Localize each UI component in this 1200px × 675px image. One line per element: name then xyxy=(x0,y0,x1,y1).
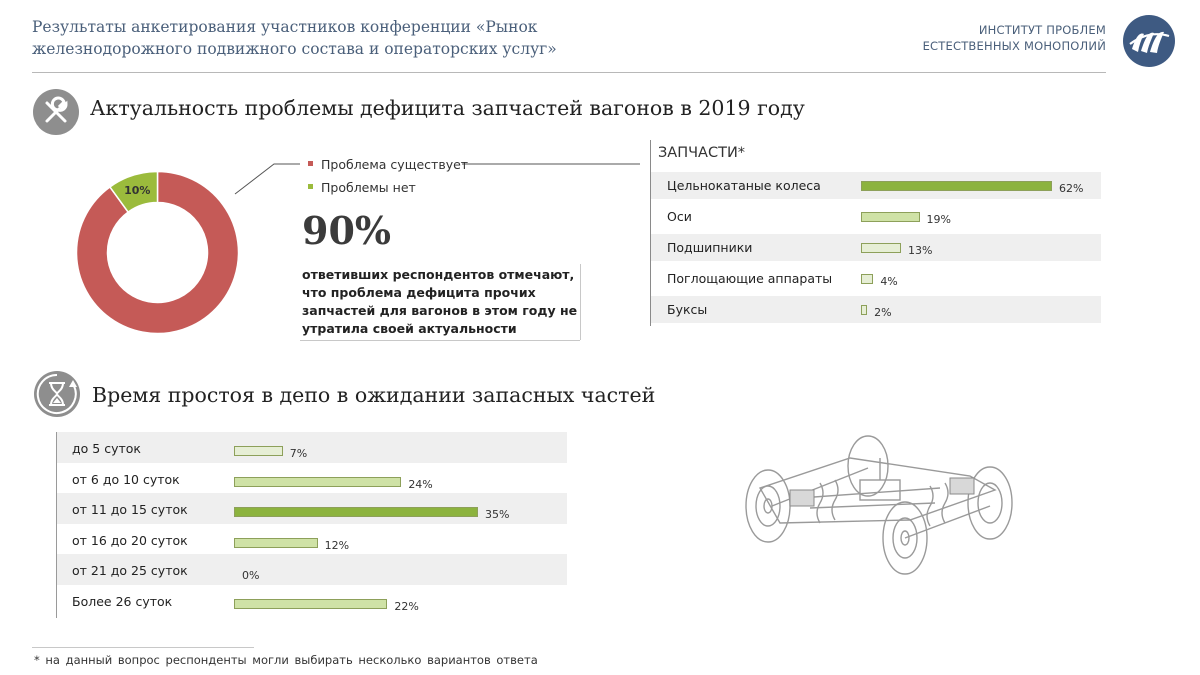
section2-title: Время простоя в депо в ожидании запасных… xyxy=(92,383,656,407)
parts-row: Оси 19% xyxy=(651,203,1101,230)
footnote-divider xyxy=(32,647,254,648)
legend-leader-line xyxy=(234,163,640,195)
downtime-row: от 21 до 25 суток 0% xyxy=(57,554,567,586)
downtime-value-label: 22% xyxy=(394,600,419,613)
parts-bar xyxy=(861,212,920,222)
legend-swatch-green xyxy=(308,184,313,189)
parts-table-border xyxy=(650,140,651,326)
downtime-row-label: от 16 до 20 суток xyxy=(72,532,188,548)
header-divider xyxy=(32,72,1106,73)
downtime-row-label: от 11 до 15 суток xyxy=(72,502,188,518)
downtime-value-label: 35% xyxy=(485,508,510,522)
donut-label-no-problem: 10% xyxy=(124,184,150,197)
downtime-row: от 11 до 15 суток 35% xyxy=(57,493,567,525)
downtime-bar xyxy=(234,446,283,456)
parts-value-label: 4% xyxy=(880,275,898,288)
downtime-bar xyxy=(234,476,402,487)
downtime-row: Более 26 суток 22% xyxy=(57,585,567,616)
downtime-row: от 6 до 10 суток 24% xyxy=(57,463,567,494)
parts-bar xyxy=(861,274,874,284)
donut-chart: 10% xyxy=(75,170,240,335)
hourglass-icon xyxy=(34,371,80,417)
bogie-illustration xyxy=(745,435,1013,575)
downtime-row-label: до 5 суток xyxy=(72,441,141,456)
downtime-value-label: 0% xyxy=(242,569,260,583)
downtime-value-label: 24% xyxy=(408,477,433,491)
percentage-description: ответивших респондентов отмечают, что пр… xyxy=(302,267,578,336)
downtime-table-border xyxy=(56,432,57,618)
downtime-row: от 16 до 20 суток 12% xyxy=(57,524,567,555)
downtime-value-label: 7% xyxy=(289,447,308,460)
donut-slice-no-problem xyxy=(108,170,159,214)
parts-value-label: 62% xyxy=(1059,182,1084,195)
downtime-value-label: 12% xyxy=(324,538,350,552)
parts-row-label: Буксы xyxy=(667,302,708,317)
parts-row-label: Поглощающие аппараты xyxy=(667,271,833,286)
legend-label-no-problem: Проблемы нет xyxy=(321,180,416,195)
organization-name-line2: ЕСТЕСТВЕННЫХ МОНОПОЛИЙ xyxy=(922,39,1106,53)
parts-row: Поглощающие аппараты 4% xyxy=(651,265,1101,292)
organization-name: ИНСТИТУТ ПРОБЛЕМ ЕСТЕСТВЕННЫХ МОНОПОЛИЙ xyxy=(923,22,1106,54)
legend-label-problem-exists: Проблема существует xyxy=(321,157,469,172)
downtime-bar xyxy=(234,599,388,609)
donut-slice-problem-exists xyxy=(75,170,240,335)
description-bottom-border xyxy=(300,340,580,341)
downtime-bar xyxy=(234,537,318,548)
downtime-row: до 5 суток 7% xyxy=(57,432,567,463)
legend-item-problem-exists: Проблема существует xyxy=(308,157,468,172)
organization-name-line1: ИНСТИТУТ ПРОБЛЕМ xyxy=(978,23,1106,37)
parts-value-label: 19% xyxy=(926,213,951,226)
wrench-screwdriver-icon xyxy=(33,89,79,135)
parts-row-label: Цельнокатаные колеса xyxy=(667,178,821,193)
parts-row: Цельнокатаные колеса 62% xyxy=(651,172,1101,199)
footnote: * на данный вопрос респонденты могли выб… xyxy=(34,653,538,667)
downtime-row-label: от 21 до 25 суток xyxy=(72,563,188,579)
parts-table-title: ЗАПЧАСТИ* xyxy=(658,145,746,161)
parts-value-label: 2% xyxy=(874,306,892,319)
report-title-line2: железнодорожного подвижного состава и оп… xyxy=(32,40,557,58)
parts-row-label: Подшипники xyxy=(667,240,753,255)
parts-bar xyxy=(861,181,1052,191)
description-right-border xyxy=(580,264,581,340)
legend-item-no-problem: Проблемы нет xyxy=(308,180,416,195)
report-title-line1: Результаты анкетирования участников конф… xyxy=(32,18,538,36)
report-title: Результаты анкетирования участников конф… xyxy=(32,16,652,60)
downtime-row-label: Более 26 суток xyxy=(72,594,173,609)
downtime-row-label: от 6 до 10 суток xyxy=(72,471,180,487)
ipem-logo-icon xyxy=(1123,15,1175,67)
downtime-bar xyxy=(234,507,478,518)
parts-row-label: Оси xyxy=(667,209,692,224)
parts-row: Подшипники 13% xyxy=(651,234,1101,261)
parts-row: Буксы 2% xyxy=(651,296,1101,323)
big-percentage: 90% xyxy=(302,208,391,253)
parts-bar xyxy=(861,243,902,253)
legend-swatch-red xyxy=(308,161,313,166)
section1-title: Актуальность проблемы дефицита запчастей… xyxy=(90,96,805,120)
parts-value-label: 13% xyxy=(908,244,933,257)
parts-bar xyxy=(861,305,868,315)
